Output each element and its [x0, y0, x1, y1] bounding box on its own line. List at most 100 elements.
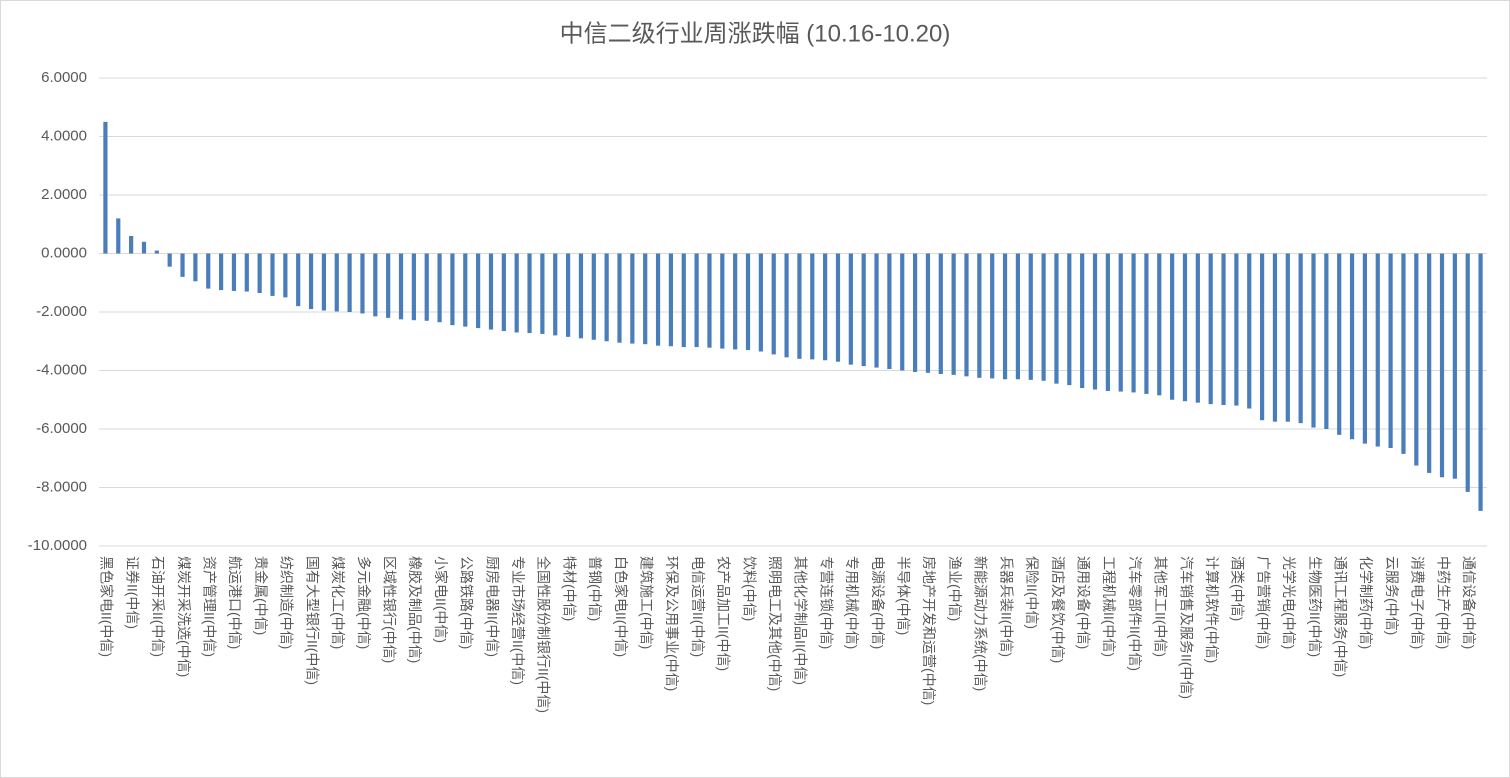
bar — [1041, 253, 1046, 381]
x-tick-label: 光学光电(中信) — [1281, 556, 1297, 649]
bar — [1272, 253, 1278, 422]
x-tick-label: 专业市场经营II(中信) — [510, 556, 526, 685]
y-tick-label: -10.0000 — [28, 537, 87, 554]
bar — [848, 253, 853, 365]
y-tick-label: -8.0000 — [36, 478, 87, 495]
bar — [1105, 253, 1110, 391]
bar — [1221, 253, 1226, 406]
y-tick-label: 6.0000 — [41, 69, 87, 86]
bar — [1427, 253, 1432, 473]
bar — [643, 253, 648, 345]
bar — [810, 253, 815, 360]
bar — [218, 253, 224, 291]
x-tick-label: 航运港口(中信) — [227, 556, 243, 649]
x-tick-label: 其他军工II(中信) — [1153, 556, 1169, 657]
bar — [1182, 253, 1188, 402]
bar — [553, 253, 558, 336]
y-tick-label: -6.0000 — [36, 420, 87, 437]
bar — [784, 253, 789, 358]
x-tick-label: 云服务(中信) — [1384, 556, 1400, 635]
bar — [1452, 253, 1457, 479]
x-tick-label: 贵金属(中信) — [253, 556, 269, 635]
bar — [655, 253, 661, 346]
bar — [1401, 253, 1406, 454]
bar — [1439, 253, 1445, 478]
bar — [1028, 253, 1033, 380]
x-tick-label: 纺织制造(中信) — [279, 556, 295, 649]
x-tick-label: 酒类(中信) — [1230, 556, 1246, 621]
bar — [758, 253, 763, 352]
bar — [823, 253, 828, 361]
bar — [990, 253, 995, 379]
x-tick-label: 小家电II(中信) — [433, 556, 449, 643]
y-tick-label: 2.0000 — [41, 186, 87, 203]
bar — [720, 253, 725, 349]
x-tick-label: 汽车销售及服务II(中信) — [1178, 556, 1194, 699]
bar — [745, 253, 751, 351]
bar — [347, 253, 352, 312]
bar — [296, 253, 301, 307]
x-tick-label: 资产管理II(中信) — [202, 556, 218, 657]
bar — [1080, 253, 1085, 389]
bar — [617, 253, 622, 343]
bar — [244, 253, 249, 292]
x-tick-label: 普钢(中信) — [587, 556, 603, 621]
bar — [193, 253, 198, 282]
bar — [874, 253, 879, 368]
bar — [565, 253, 571, 337]
bar — [733, 253, 738, 350]
x-tick-label: 渔业(中信) — [947, 556, 963, 621]
x-tick-label: 汽车零部件II(中信) — [1127, 556, 1143, 671]
bar — [951, 253, 956, 375]
bar — [1414, 253, 1419, 466]
bar — [1298, 253, 1303, 424]
x-tick-label: 农产品加工II(中信) — [716, 556, 732, 671]
y-tick-label: 4.0000 — [41, 127, 87, 144]
bar — [437, 253, 442, 323]
x-tick-label: 房地产开发和运营(中信) — [921, 556, 937, 705]
x-tick-label: 煤炭化工(中信) — [330, 556, 346, 649]
bar — [668, 253, 674, 347]
bar — [116, 218, 121, 254]
x-tick-label: 电信运营II(中信) — [690, 556, 706, 657]
bar — [861, 253, 866, 367]
chart-title: 中信二级行业周涨跌幅 (10.16-10.20) — [560, 20, 951, 47]
bar — [887, 253, 892, 370]
x-tick-label: 国有大型银行II(中信) — [304, 556, 320, 685]
x-tick-label: 橡胶及制品(中信) — [407, 556, 423, 663]
x-tick-label: 石油开采II(中信) — [150, 556, 166, 657]
bar — [938, 253, 943, 375]
x-tick-label: 白色家电II(中信) — [613, 556, 629, 657]
bar — [463, 253, 468, 327]
x-tick-label: 黑色家电II(中信) — [99, 556, 115, 657]
bar — [1259, 253, 1265, 421]
bar — [977, 253, 982, 378]
x-tick-label: 半导体(中信) — [896, 556, 912, 635]
bar — [1465, 253, 1470, 492]
bar — [591, 253, 596, 340]
bar — [797, 253, 802, 359]
x-tick-label: 广告营销(中信) — [1255, 556, 1271, 649]
bar — [681, 253, 686, 348]
x-tick-label: 通讯工程服务(中信) — [1333, 556, 1349, 677]
y-tick-label: -2.0000 — [36, 303, 87, 320]
bar — [1195, 253, 1200, 403]
bar — [1118, 253, 1123, 392]
bar — [604, 253, 609, 342]
x-tick-label: 酒店及餐饮(中信) — [1050, 556, 1066, 663]
bar — [488, 253, 494, 330]
x-tick-label: 煤炭开采洗选(中信) — [176, 556, 192, 677]
bar — [141, 241, 147, 254]
x-tick-label: 区域性银行(中信) — [381, 556, 397, 663]
x-tick-label: 通信设备(中信) — [1461, 556, 1477, 649]
x-tick-label: 工程机械II(中信) — [1101, 556, 1117, 657]
x-tick-label: 公路铁路(中信) — [459, 556, 475, 649]
bar — [514, 253, 519, 333]
bar — [1157, 253, 1162, 396]
x-tick-label: 环保及公用事业(中信) — [664, 556, 680, 691]
bar — [283, 253, 288, 298]
bar — [1362, 253, 1368, 444]
bar — [180, 253, 185, 277]
